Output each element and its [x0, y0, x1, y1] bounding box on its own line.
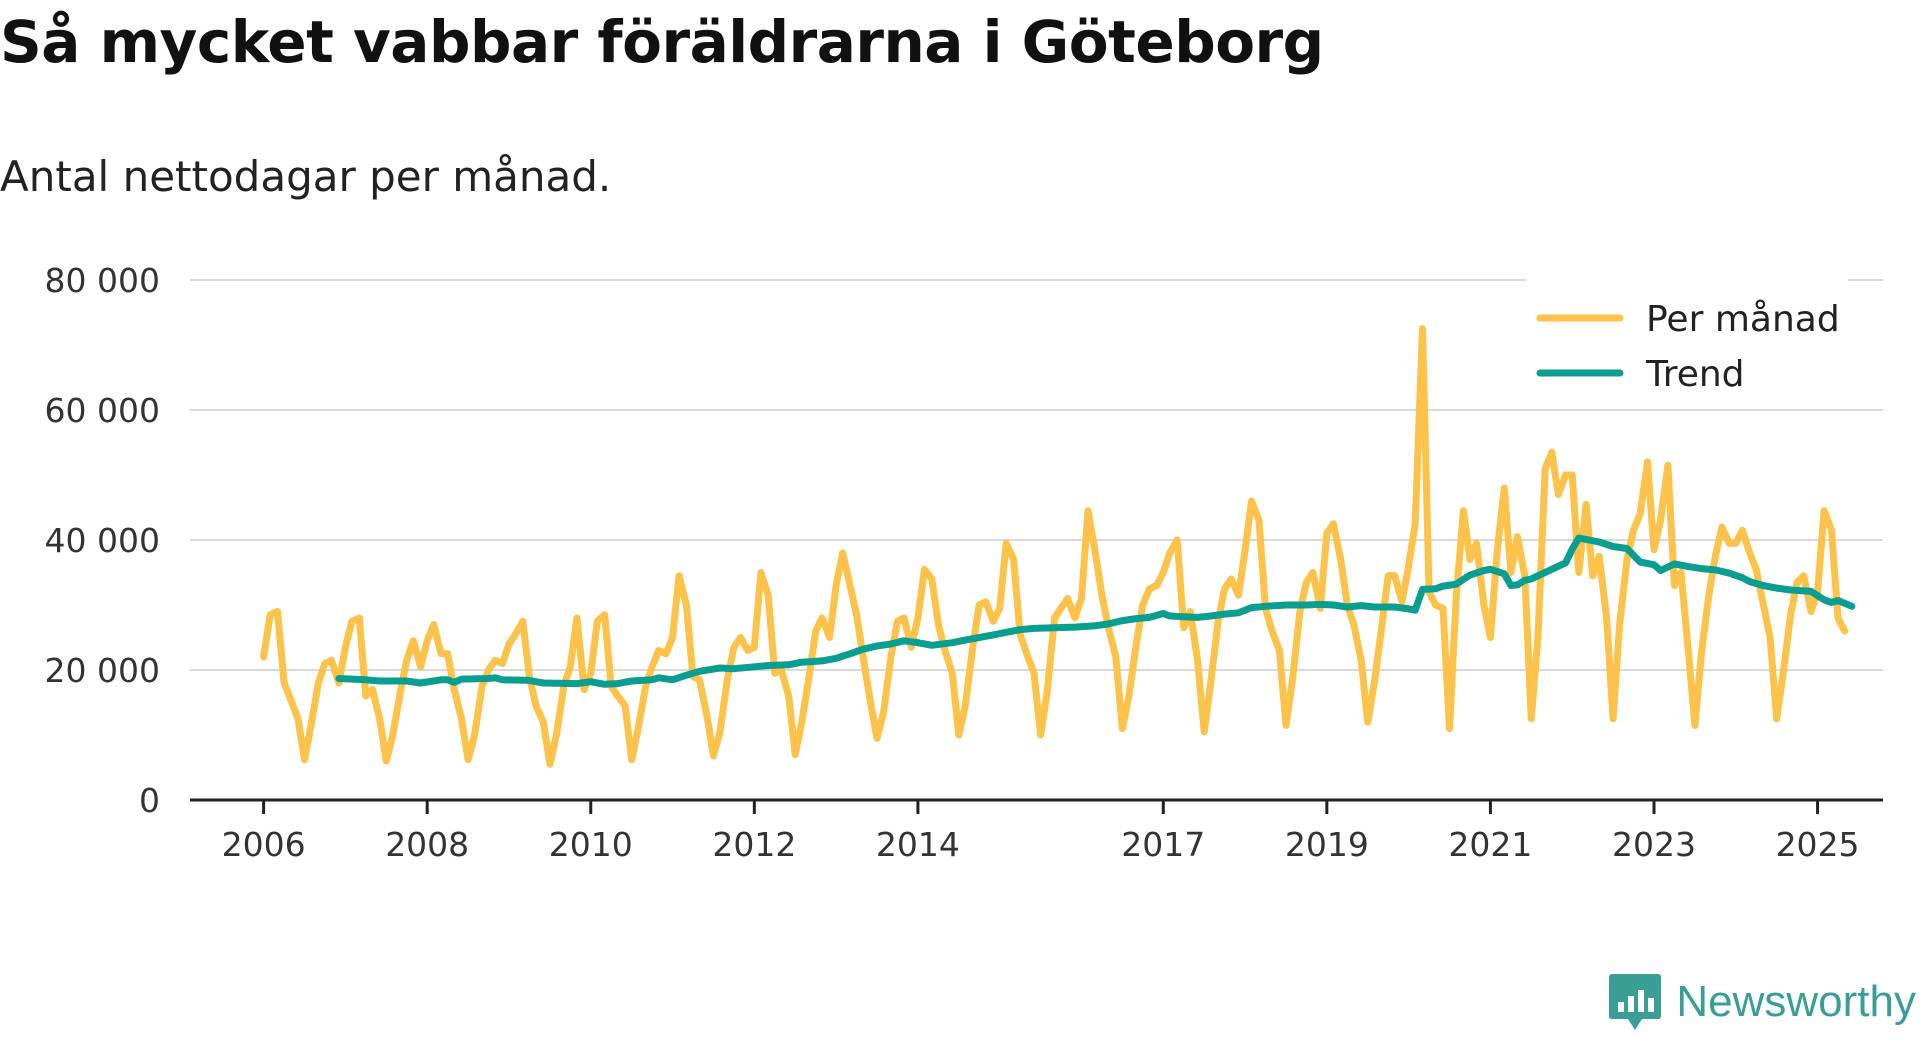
- legend-label-trend: Trend: [1645, 354, 1745, 395]
- y-tick-label: 60 000: [45, 391, 160, 430]
- series-line-per-manad: [260, 325, 1849, 768]
- x-tick-label: 2010: [549, 825, 633, 864]
- y-tick-label: 40 000: [45, 521, 160, 560]
- newsworthy-brand: Newsworthy: [1608, 972, 1916, 1032]
- x-tick-label: 2014: [876, 825, 960, 864]
- y-tick-label: 80 000: [45, 261, 160, 300]
- x-tick-label: 2025: [1776, 825, 1860, 864]
- x-tick-label: 2012: [712, 825, 796, 864]
- chart-title: Så mycket vabbar föräldrarna i Göteborg: [0, 8, 1324, 76]
- series-line-trend: [335, 534, 1856, 688]
- x-tick-label: 2008: [385, 825, 469, 864]
- y-tick-label: 20 000: [45, 651, 160, 690]
- newsworthy-brand-name: Newsworthy: [1676, 977, 1916, 1026]
- legend-label-per-manad: Per månad: [1646, 299, 1840, 340]
- x-tick-label: 2017: [1121, 825, 1205, 864]
- x-tick-label: 2019: [1285, 825, 1369, 864]
- newsworthy-logo-icon: [1609, 974, 1662, 1030]
- x-tick-label: 2023: [1612, 825, 1696, 864]
- chart-subtitle: Antal nettodagar per månad.: [0, 152, 612, 201]
- x-tick-label: 2006: [222, 825, 306, 864]
- y-tick-label: 0: [139, 781, 160, 820]
- chart-legend: Per månad Trend: [1526, 278, 1848, 406]
- legend-background: [1526, 278, 1848, 406]
- x-tick-label: 2021: [1448, 825, 1532, 864]
